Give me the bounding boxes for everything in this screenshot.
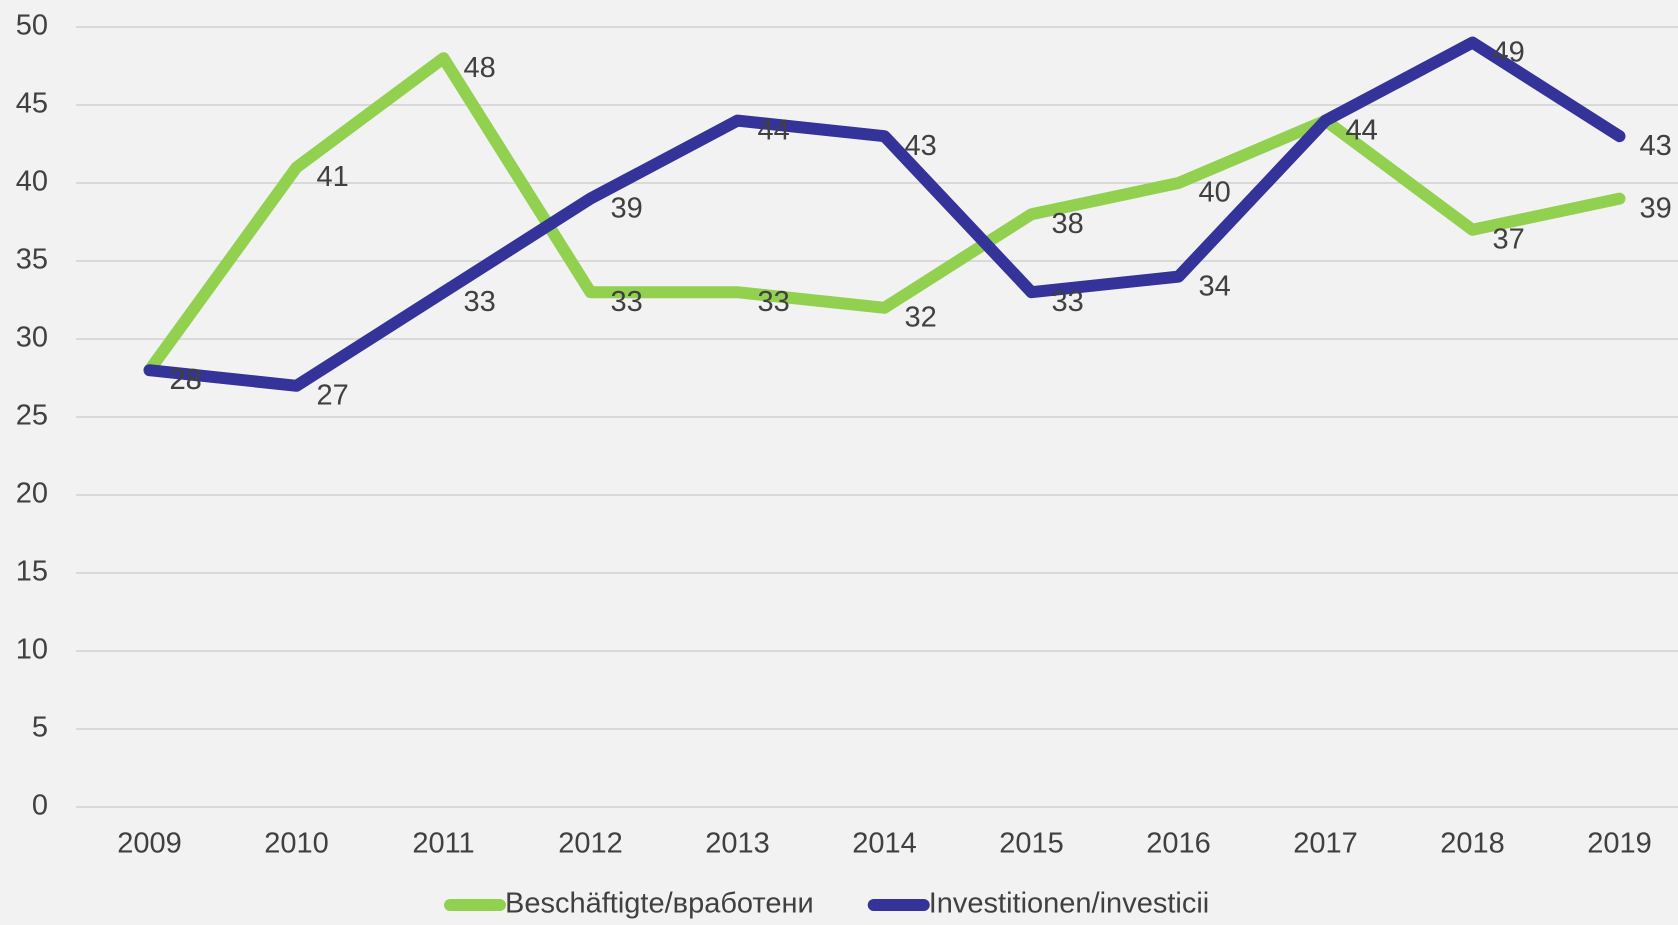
x-tick-label: 2013 — [705, 828, 770, 860]
data-label: 44 — [758, 114, 790, 146]
x-tick-label: 2015 — [999, 828, 1064, 860]
data-label: 38 — [1052, 208, 1084, 240]
data-label: 33 — [758, 286, 790, 318]
y-tick-label: 25 — [16, 400, 48, 432]
data-label: 33 — [1052, 286, 1084, 318]
data-label: 40 — [1199, 177, 1231, 209]
data-label: 41 — [317, 161, 349, 193]
data-label: 48 — [464, 52, 496, 84]
x-tick-label: 2010 — [264, 828, 329, 860]
data-label: 28 — [170, 364, 202, 396]
data-label: 49 — [1493, 36, 1525, 68]
data-label: 43 — [905, 130, 937, 162]
x-tick-label: 2016 — [1146, 828, 1211, 860]
legend-label: Investitionen/investicii — [929, 888, 1209, 920]
y-tick-label: 20 — [16, 478, 48, 510]
x-tick-label: 2014 — [852, 828, 917, 860]
data-label: 37 — [1493, 223, 1525, 255]
x-tick-label: 2017 — [1293, 828, 1358, 860]
y-tick-label: 30 — [16, 322, 48, 354]
y-tick-label: 15 — [16, 556, 48, 588]
y-tick-label: 50 — [16, 10, 48, 42]
x-tick-label: 2009 — [117, 828, 182, 860]
data-label: 44 — [1346, 114, 1378, 146]
series-line — [143, 36, 1626, 392]
data-label: 44 — [1346, 114, 1378, 146]
legend-label: Beschäftigte/вработени — [505, 888, 814, 920]
data-label: 32 — [905, 301, 937, 333]
data-label: 27 — [317, 379, 349, 411]
y-tick-label: 0 — [32, 790, 48, 822]
x-tick-label: 2018 — [1440, 828, 1505, 860]
x-tick-label: 2012 — [558, 828, 623, 860]
y-tick-label: 5 — [32, 712, 48, 744]
data-label: 33 — [464, 286, 496, 318]
series-line — [143, 52, 1626, 377]
x-tick-label: 2019 — [1587, 828, 1652, 860]
data-label: 28 — [170, 364, 202, 396]
data-label: 39 — [611, 192, 643, 224]
data-label: 33 — [611, 286, 643, 318]
y-tick-label: 40 — [16, 166, 48, 198]
y-tick-label: 45 — [16, 88, 48, 120]
data-label: 43 — [1640, 130, 1672, 162]
x-tick-label: 2011 — [412, 828, 474, 860]
data-label: 34 — [1199, 270, 1231, 302]
data-label: 39 — [1640, 192, 1672, 224]
y-tick-label: 35 — [16, 244, 48, 276]
y-tick-label: 10 — [16, 634, 48, 666]
